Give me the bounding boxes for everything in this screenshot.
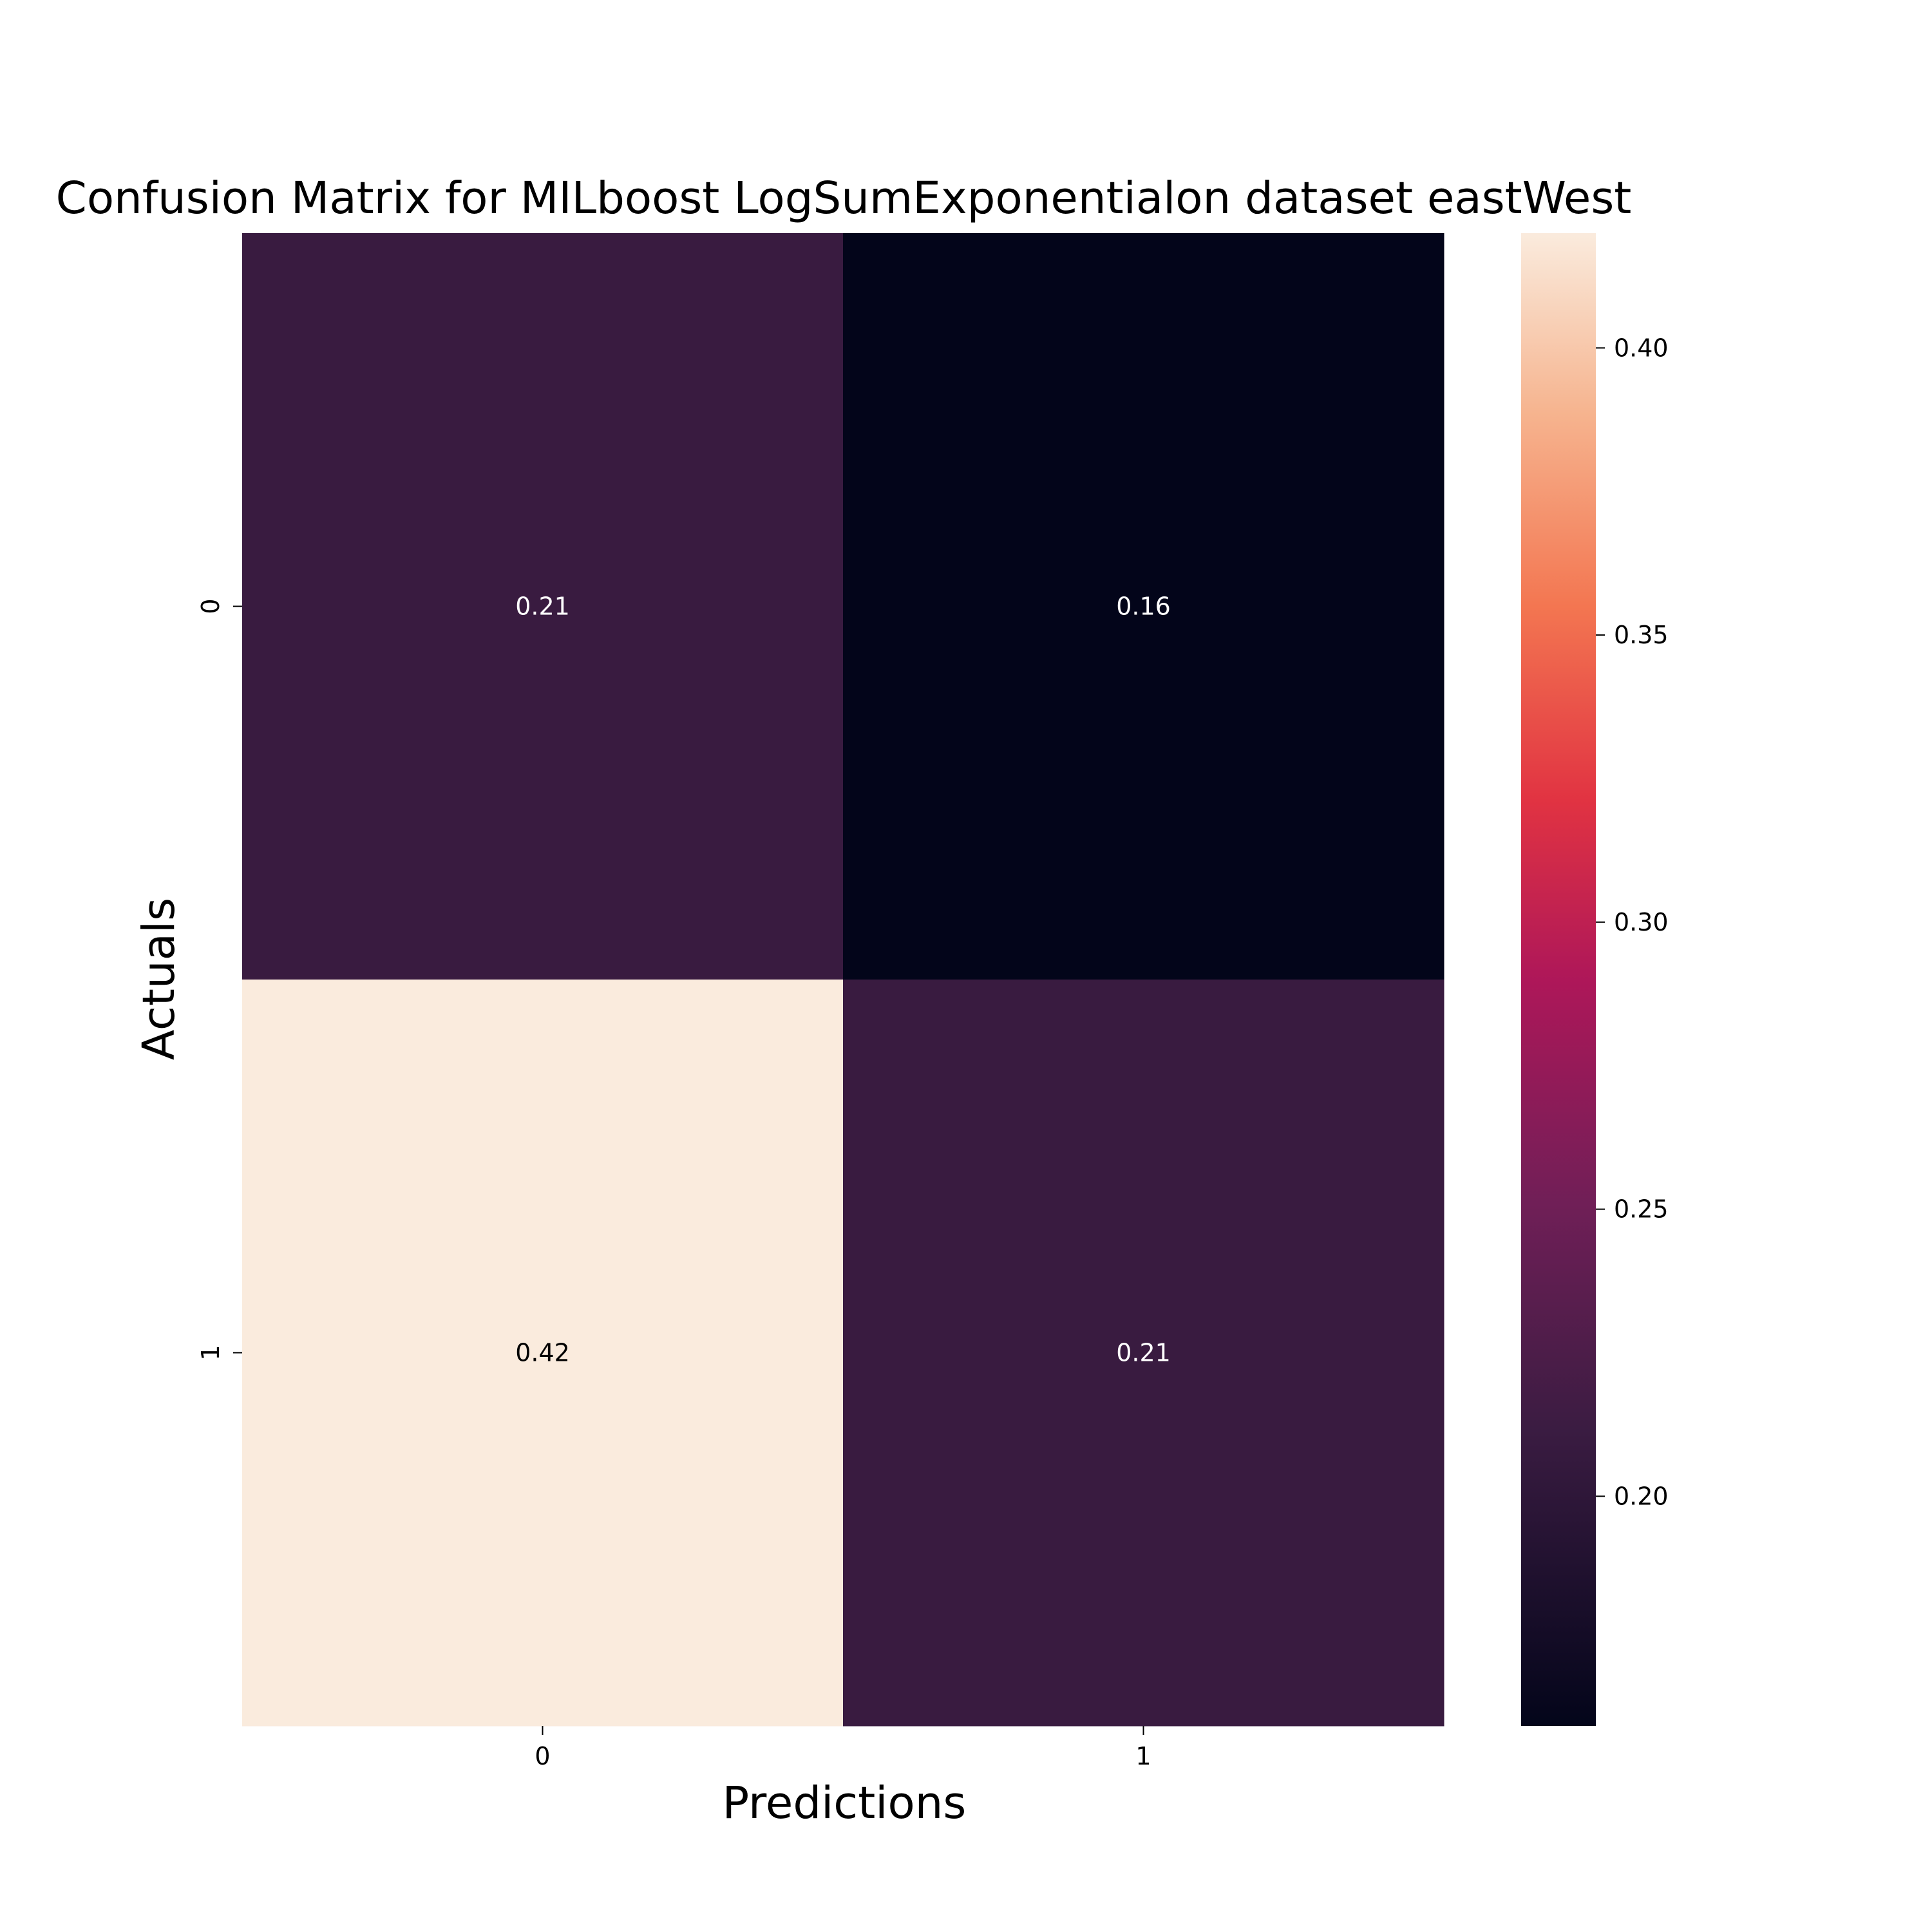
colorbar-ticks: 0.20 0.25 0.30 0.35 0.40 [1596,334,1669,1510]
chart-title: Confusion Matrix for MILboost LogSumExpo… [56,173,1632,224]
heatmap-cell [242,980,844,1727]
cell-value-label: 0.21 [1116,1339,1171,1367]
x-tick-label: 0 [535,1742,550,1770]
cell-value-label: 0.42 [515,1339,570,1367]
heatmap-cell-labels: 0.21 0.16 0.42 0.21 [515,592,1171,1367]
heatmap-cells [242,233,1444,1727]
heatmap-cell [843,980,1444,1727]
colorbar-tick-label: 0.30 [1614,908,1669,936]
cell-value-label: 0.16 [1116,592,1171,621]
colorbar-tick-label: 0.35 [1614,621,1669,649]
y-tick-label: 1 [196,1345,225,1360]
y-axis-ticks: 01 [196,598,242,1361]
colorbar-tick-label: 0.25 [1614,1195,1669,1224]
y-axis-label: Actuals [133,898,185,1060]
y-tick-label: 0 [196,598,225,614]
x-axis-label: Predictions [723,1777,967,1829]
colorbar-tick-label: 0.20 [1614,1482,1669,1510]
colorbar-tick-label: 0.40 [1614,334,1669,362]
x-tick-label: 1 [1135,1742,1151,1770]
heatmap-cell [843,233,1444,980]
cell-value-label: 0.21 [515,592,570,621]
colorbar [1521,233,1596,1726]
heatmap-cell [242,233,844,980]
